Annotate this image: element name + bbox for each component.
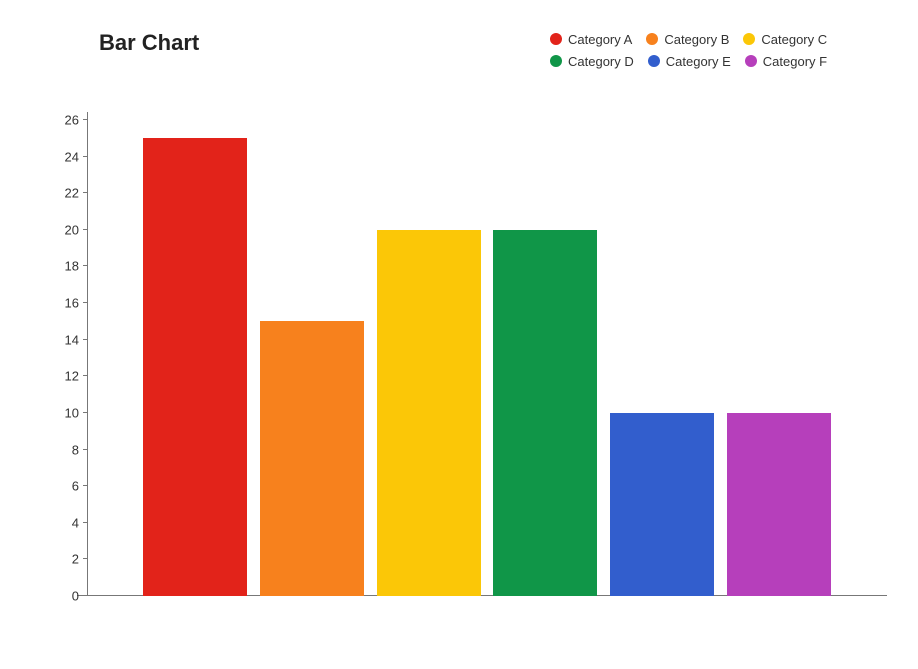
y-tick-mark xyxy=(83,302,87,303)
legend-swatch-icon xyxy=(550,33,562,45)
y-tick-mark xyxy=(83,192,87,193)
y-tick-label: 22 xyxy=(65,186,87,201)
y-tick-mark xyxy=(83,449,87,450)
bar xyxy=(493,230,597,596)
chart-legend: Category A Category B Category C Category D… xyxy=(550,30,900,74)
legend-label: Category E xyxy=(666,54,731,69)
legend-item: Category C xyxy=(743,30,827,48)
bar xyxy=(377,230,481,596)
y-tick-mark xyxy=(83,412,87,413)
legend-label: Category B xyxy=(664,32,729,47)
y-tick-label: 2 xyxy=(72,552,87,567)
y-tick-mark xyxy=(83,485,87,486)
legend-label: Category F xyxy=(763,54,827,69)
legend-swatch-icon xyxy=(646,33,658,45)
y-tick-mark xyxy=(83,522,87,523)
y-tick-label: 26 xyxy=(65,113,87,128)
y-tick-label: 14 xyxy=(65,332,87,347)
y-tick-mark xyxy=(83,375,87,376)
y-tick-mark xyxy=(83,595,87,596)
legend-item: Category A xyxy=(550,30,632,48)
bar-chart: Bar Chart Category A Category B Category C… xyxy=(0,0,918,669)
y-tick-label: 20 xyxy=(65,222,87,237)
bar xyxy=(260,321,364,596)
y-tick-mark xyxy=(83,119,87,120)
y-tick-label: 6 xyxy=(72,479,87,494)
y-tick-mark xyxy=(83,265,87,266)
y-tick-mark xyxy=(83,558,87,559)
legend-item: Category B xyxy=(646,30,729,48)
bar xyxy=(610,413,714,596)
y-tick-mark xyxy=(83,229,87,230)
legend-label: Category A xyxy=(568,32,632,47)
legend-swatch-icon xyxy=(550,55,562,67)
bar xyxy=(727,413,831,596)
y-tick-label: 24 xyxy=(65,149,87,164)
legend-item: Category F xyxy=(745,52,827,70)
y-tick-label: 16 xyxy=(65,296,87,311)
y-tick-label: 10 xyxy=(65,405,87,420)
legend-swatch-icon xyxy=(745,55,757,67)
legend-item: Category E xyxy=(648,52,731,70)
y-axis-line xyxy=(87,112,88,596)
y-tick-label: 8 xyxy=(72,442,87,457)
y-tick-mark xyxy=(83,339,87,340)
y-tick-label: 18 xyxy=(65,259,87,274)
y-tick-label: 0 xyxy=(72,589,87,604)
y-tick-mark xyxy=(83,156,87,157)
legend-swatch-icon xyxy=(743,33,755,45)
y-tick-label: 4 xyxy=(72,515,87,530)
y-tick-label: 12 xyxy=(65,369,87,384)
legend-swatch-icon xyxy=(648,55,660,67)
legend-label: Category C xyxy=(761,32,827,47)
chart-plot-area: 02468101214161820222426 xyxy=(87,120,887,596)
legend-item: Category D xyxy=(550,52,634,70)
chart-title: Bar Chart xyxy=(99,30,199,56)
legend-label: Category D xyxy=(568,54,634,69)
bar xyxy=(143,138,247,596)
